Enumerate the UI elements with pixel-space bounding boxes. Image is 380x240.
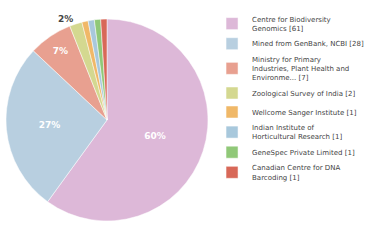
svg-text:Zoological Survey of India [2]: Zoological Survey of India [2] bbox=[252, 90, 355, 98]
svg-text:Centre for BiodiversityGenomic: Centre for BiodiversityGenomics [61] bbox=[252, 16, 331, 33]
svg-text:2%: 2% bbox=[58, 14, 73, 24]
svg-text:GeneSpec Private Limited [1]: GeneSpec Private Limited [1] bbox=[252, 149, 355, 157]
svg-text:Wellcome Sanger Institute [1]: Wellcome Sanger Institute [1] bbox=[252, 109, 357, 117]
svg-text:Ministry for PrimaryIndustries: Ministry for PrimaryIndustries, Plant He… bbox=[252, 56, 349, 82]
svg-text:7%: 7% bbox=[53, 46, 68, 56]
svg-text:Canadian Centre for DNABarcodi: Canadian Centre for DNABarcoding [1] bbox=[252, 164, 340, 181]
svg-text:60%: 60% bbox=[144, 131, 166, 141]
svg-text:Mined from GenBank, NCBI [28]: Mined from GenBank, NCBI [28] bbox=[252, 40, 364, 48]
svg-text:27%: 27% bbox=[39, 120, 61, 130]
svg-text:Indian Institute ofHorticultur: Indian Institute ofHorticultural Researc… bbox=[252, 124, 342, 141]
